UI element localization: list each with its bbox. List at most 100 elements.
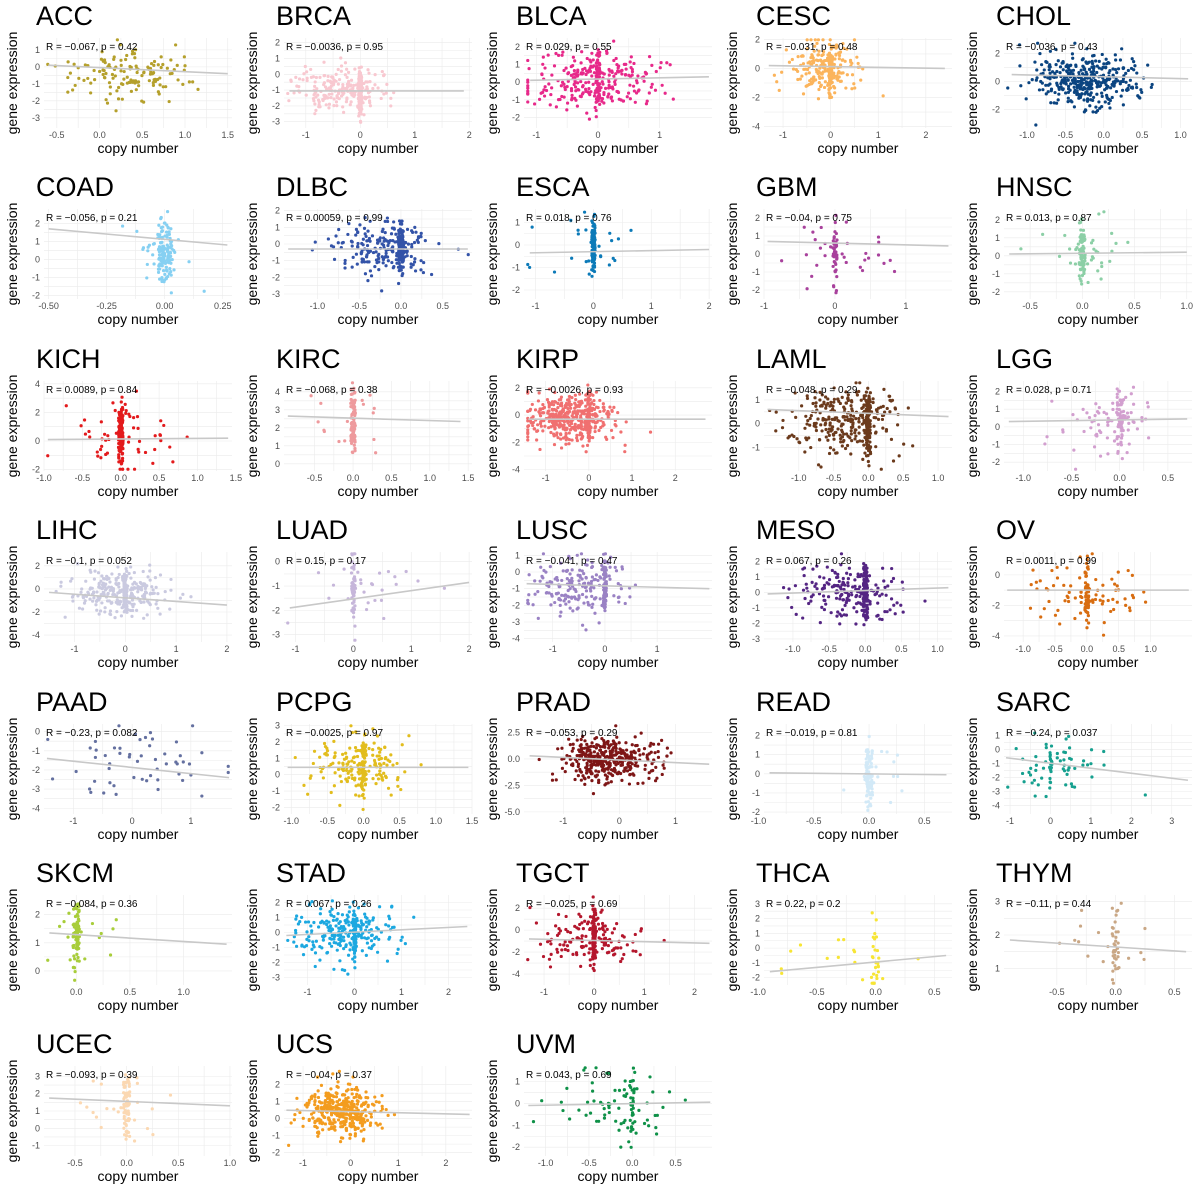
y-tick-label: -1	[512, 95, 520, 105]
data-point	[191, 80, 195, 84]
data-point	[604, 598, 608, 602]
data-point	[594, 115, 598, 119]
data-point	[804, 72, 808, 76]
data-point	[610, 239, 614, 243]
data-point	[120, 456, 125, 460]
y-tick-label: 0	[995, 251, 1000, 261]
data-point	[389, 232, 394, 236]
correlation-label: R = 0.018, p = 0.76	[526, 213, 612, 224]
data-point	[1018, 64, 1022, 68]
x-tick-label: -1.0	[1016, 473, 1032, 483]
data-point	[817, 49, 821, 53]
data-point	[167, 232, 171, 237]
data-point	[805, 38, 809, 42]
data-point	[91, 599, 95, 603]
data-point	[616, 90, 620, 94]
data-point	[834, 43, 839, 47]
data-point	[1104, 78, 1109, 82]
data-point	[381, 261, 385, 265]
y-axis-title: gene expression	[4, 203, 20, 306]
data-point	[548, 580, 552, 584]
data-point	[868, 434, 872, 438]
data-point	[628, 595, 632, 599]
data-point	[120, 418, 125, 422]
data-point	[541, 429, 545, 433]
data-point	[1078, 263, 1082, 267]
data-point	[663, 91, 667, 95]
data-point	[183, 64, 187, 68]
data-point	[564, 442, 568, 446]
data-point	[813, 389, 817, 393]
data-point	[137, 450, 141, 454]
data-point	[92, 596, 96, 600]
data-point	[841, 71, 845, 75]
correlation-label: R = −0.1, p = 0.052	[46, 556, 132, 567]
y-tick-label: 0	[35, 584, 40, 594]
data-point	[1111, 401, 1115, 405]
data-point	[538, 447, 542, 451]
data-point	[352, 421, 356, 426]
data-point	[863, 431, 867, 435]
data-point	[361, 402, 366, 406]
data-point	[565, 436, 569, 440]
data-point	[1081, 266, 1085, 270]
data-point	[555, 431, 559, 435]
data-point	[876, 235, 881, 240]
data-point	[835, 275, 839, 279]
regression-line	[768, 64, 945, 70]
data-point	[533, 579, 537, 583]
data-point	[811, 80, 815, 84]
data-point	[135, 414, 140, 419]
panel-title: LGG	[996, 343, 1054, 374]
data-point	[546, 400, 551, 404]
data-point	[533, 408, 538, 412]
x-tick-label: -0.5	[826, 473, 842, 483]
data-point	[349, 571, 354, 575]
data-point	[123, 402, 127, 406]
data-point	[135, 608, 139, 613]
data-point	[367, 71, 371, 75]
x-axis-title: copy number	[98, 483, 179, 499]
panel-kich: KICH R = 0.0089, p = 0.84 -1.0 -0.5 0.0 0.5 1.…	[0, 343, 242, 514]
y-tick-label: -3	[32, 113, 40, 123]
data-point	[1140, 90, 1144, 94]
data-point	[565, 101, 570, 105]
data-point	[809, 56, 813, 60]
data-point	[351, 256, 355, 260]
data-point	[350, 581, 354, 585]
data-point	[818, 438, 822, 442]
data-point	[569, 89, 574, 93]
data-point	[371, 251, 376, 255]
data-point	[827, 415, 831, 419]
data-point	[911, 444, 915, 448]
data-point	[526, 435, 530, 439]
data-point	[556, 435, 560, 440]
data-point	[563, 85, 567, 89]
data-point	[835, 255, 839, 259]
data-point	[803, 450, 807, 454]
data-point	[334, 72, 338, 76]
data-point	[1092, 65, 1096, 69]
data-point	[371, 411, 375, 415]
data-point	[350, 552, 354, 556]
data-point	[526, 78, 530, 82]
data-point	[605, 437, 609, 441]
x-tick-label: 2	[224, 644, 229, 654]
data-point	[106, 592, 110, 597]
data-point	[1091, 239, 1095, 243]
data-point	[566, 589, 570, 593]
data-point	[99, 455, 103, 460]
y-tick-label: -2	[512, 601, 520, 611]
y-tick-label: 1	[755, 395, 760, 405]
data-point	[1046, 83, 1050, 87]
data-point	[117, 585, 121, 589]
data-point	[152, 59, 157, 64]
data-point	[1074, 248, 1078, 252]
data-point	[591, 242, 595, 246]
data-point	[602, 577, 606, 581]
data-point	[380, 242, 384, 246]
data-point	[541, 576, 545, 580]
data-point	[397, 236, 401, 240]
data-point	[568, 606, 572, 610]
y-tick-label: -3	[272, 289, 280, 299]
